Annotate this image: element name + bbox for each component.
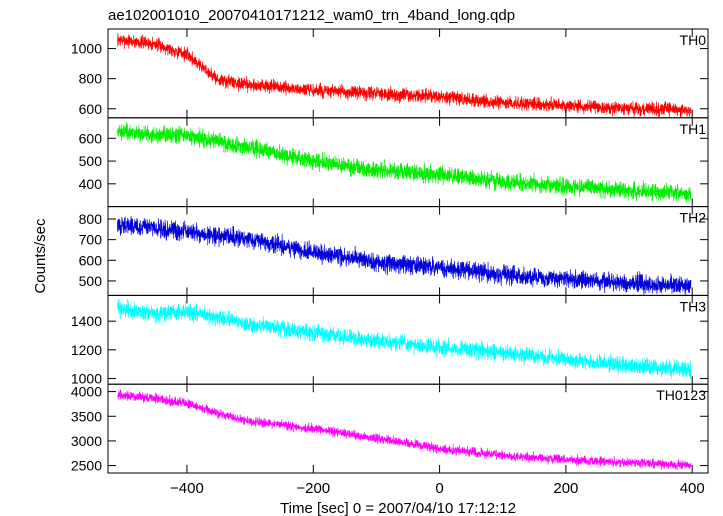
y-tick-label: 1200 [71,342,102,358]
panels-layer: 600 800 1000 TH0 400 500 600 TH1 500 600 700 800 TH2… [71,28,709,497]
y-tick-label: 600 [79,130,103,146]
panel-label: TH0123 [656,387,706,403]
panel-label: TH3 [680,298,707,314]
panel-th0: 600 800 1000 TH0 [71,28,709,119]
panel-th0123: 2500 3000 3500 4000 TH0123 [71,383,709,474]
series-th0 [117,33,692,118]
panel-frame [107,117,709,208]
panel-th3: 1000 1200 1400 TH3 [71,294,709,386]
y-tick-label: 800 [79,71,103,87]
y-tick-label: 3000 [71,433,102,449]
x-tick-label: −400 [170,480,204,497]
series-th0123 [117,388,692,471]
y-tick-label: 2500 [71,458,102,474]
y-tick-label: 500 [79,273,103,289]
x-tick-label: 400 [680,480,705,497]
series-th1 [117,122,692,204]
y-tick-label: 600 [79,252,103,268]
y-tick-label: 3500 [71,408,102,424]
chart-title: ae102001010_20070410171212_wam0_trn_4ban… [108,7,515,24]
x-tick-label: 0 [435,480,443,497]
y-tick-label: 700 [79,232,103,248]
y-tick-label: 600 [79,101,103,117]
y-tick-label: 4000 [71,384,102,400]
panel-label: TH0 [680,32,707,48]
y-axis-label: Counts/sec [32,218,49,294]
series-th3 [117,298,692,380]
y-tick-label: 800 [79,211,103,227]
y-tick-label: 1000 [71,41,102,57]
panel-label: TH1 [680,121,707,137]
panel-frame [107,383,709,474]
y-tick-label: 400 [79,176,103,192]
panel-th2: 500 600 700 800 TH2 [79,206,709,296]
y-tick-label: 1000 [71,370,102,386]
series-th2 [117,215,692,295]
x-tick-label: 200 [553,480,578,497]
y-tick-label: 1400 [71,313,102,329]
y-tick-label: 500 [79,153,103,169]
x-tick-label: −200 [296,480,330,497]
panel-label: TH2 [680,210,707,226]
x-axis-label: Time [sec] 0 = 2007/04/10 17:12:12 [280,500,516,516]
panel-th1: 400 500 600 TH1 [79,117,709,208]
